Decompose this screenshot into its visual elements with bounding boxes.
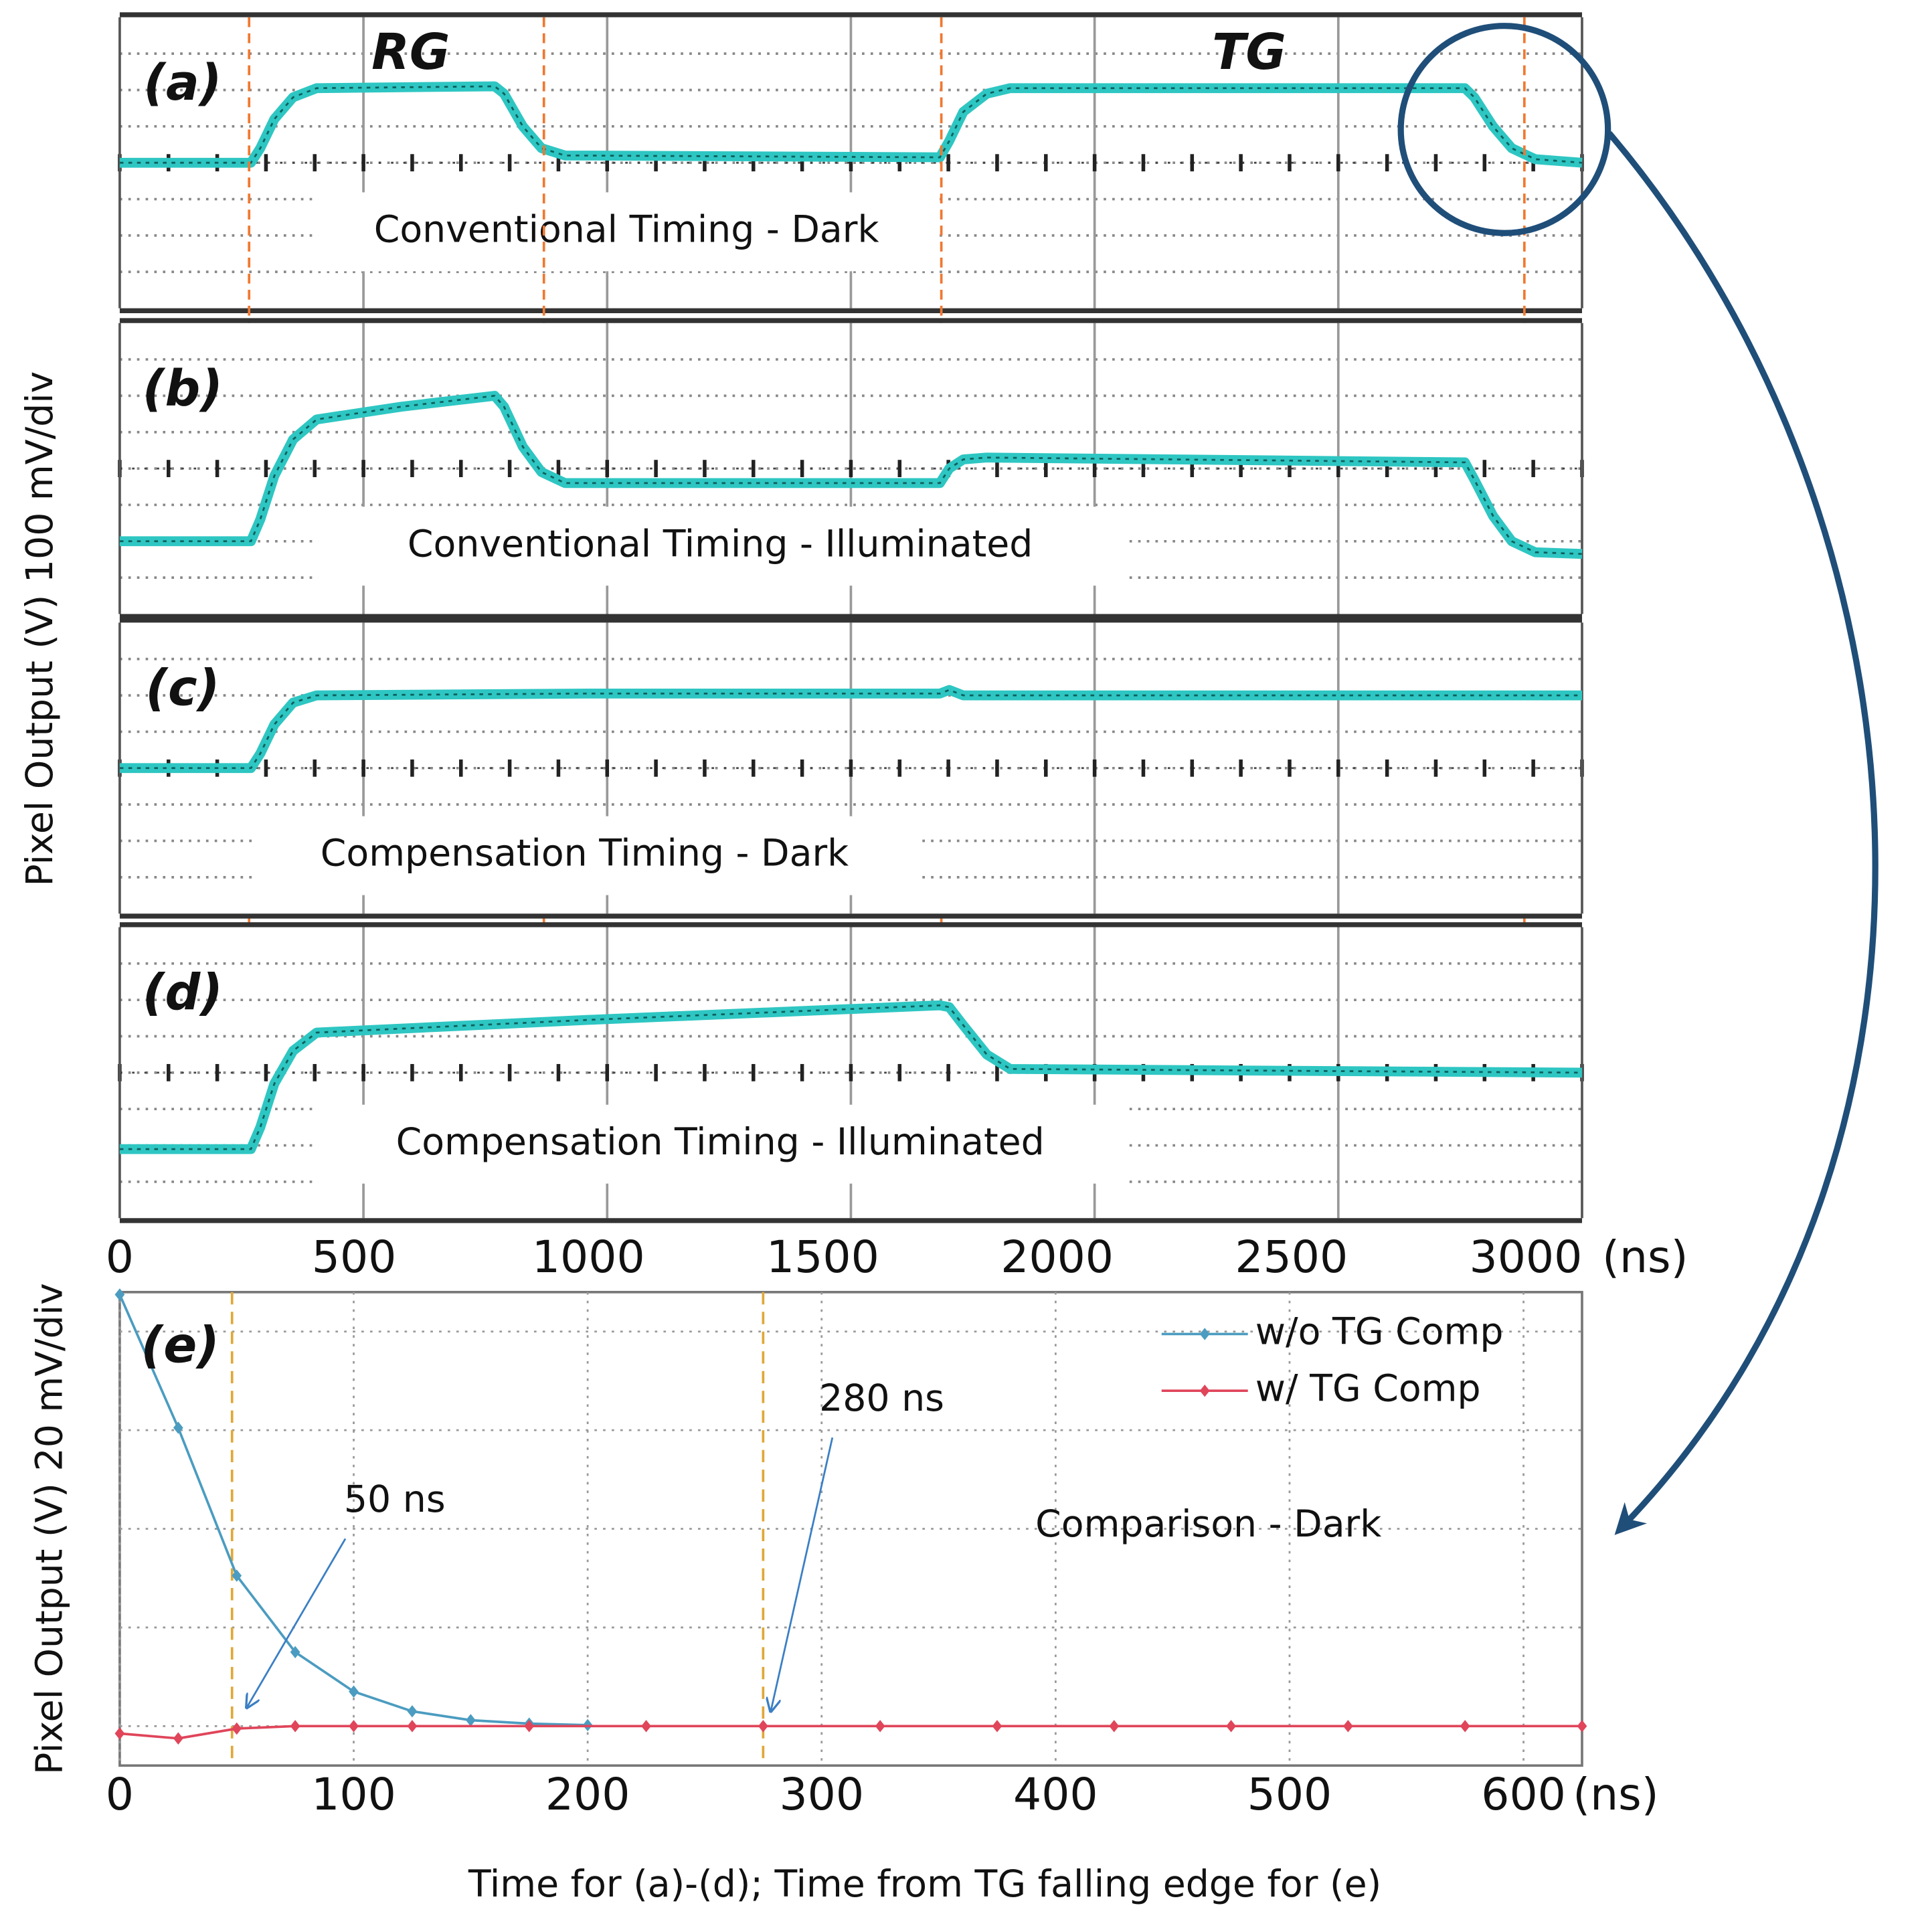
panel-label: (b)	[143, 361, 223, 418]
panel-label: (c)	[145, 661, 220, 717]
x-tick-label: 600	[1481, 1768, 1566, 1820]
x-tick-label: 0	[106, 1231, 134, 1283]
gate-label: RG	[371, 24, 450, 81]
x-unit: (ns)	[1573, 1768, 1658, 1820]
gate-label: TG	[1212, 24, 1286, 81]
scope-trace	[119, 81, 1583, 168]
point	[1577, 1720, 1587, 1733]
point	[232, 1722, 242, 1735]
y-axis-label: Pixel Output (V) 100 mV/div	[19, 371, 62, 887]
panel-label: (d)	[143, 965, 223, 1022]
label-box	[252, 816, 919, 895]
panel-annotation: Conventional Timing - Dark	[374, 208, 879, 251]
panel-label: (e)	[141, 1318, 220, 1375]
callout-label: 50 ns	[344, 1478, 446, 1521]
point	[1226, 1720, 1236, 1733]
point	[173, 1421, 183, 1434]
panel-label: (a)	[143, 55, 222, 112]
label-box	[318, 507, 1125, 586]
x-tick-label: 2000	[1000, 1231, 1114, 1283]
point	[349, 1685, 359, 1698]
callout-label: 280 ns	[819, 1377, 944, 1420]
scope-trace-edge	[119, 394, 1583, 555]
point	[407, 1705, 418, 1718]
x-tick-label: 500	[1247, 1768, 1332, 1820]
x-tick-label: 400	[1013, 1768, 1098, 1820]
zoom-circle	[1397, 23, 1611, 236]
point	[114, 1288, 125, 1301]
plot-layer: Conventional Timing - Dark (a) RG TG Pixel O…	[19, 12, 1688, 1906]
x-tick-label: 1000	[532, 1231, 645, 1283]
point	[1109, 1720, 1120, 1733]
point	[173, 1732, 183, 1745]
point	[992, 1720, 1002, 1733]
point	[465, 1714, 476, 1727]
x-tick-label: 2500	[1235, 1231, 1348, 1283]
x-unit: (ns)	[1602, 1231, 1688, 1283]
zoom-arrow	[1606, 130, 1879, 1535]
x-tick-label: 3000	[1470, 1231, 1583, 1283]
point	[407, 1720, 418, 1733]
panel-annotation: Conventional Timing - Illuminated	[408, 523, 1033, 565]
legend-label: w/o TG Comp	[1255, 1311, 1504, 1354]
point	[1342, 1720, 1353, 1733]
x-tick-label: 1500	[766, 1231, 879, 1283]
point	[290, 1720, 300, 1733]
x-axis-label: Time for (a)-(d); Time from TG falling e…	[468, 1863, 1381, 1906]
panel-annotation: Compensation Timing - Dark	[321, 832, 849, 875]
label-box	[318, 192, 938, 272]
callout-arrow	[771, 1437, 834, 1711]
x-tick-label: 100	[311, 1768, 396, 1820]
point	[758, 1720, 768, 1733]
point	[641, 1720, 651, 1733]
panel-annotation: Comparison - Dark	[1035, 1503, 1381, 1546]
point	[349, 1720, 359, 1733]
x-tick-label: 300	[779, 1768, 864, 1820]
point	[875, 1720, 885, 1733]
point	[524, 1720, 535, 1733]
point	[232, 1569, 242, 1582]
x-tick-label: 500	[312, 1231, 397, 1283]
legend-label: w/ TG Comp	[1255, 1367, 1481, 1410]
y-axis-label: Pixel Output (V) 20 mV/div	[29, 1283, 72, 1775]
label-box	[318, 1104, 1125, 1184]
series-line	[119, 1725, 1582, 1740]
point	[1460, 1720, 1470, 1733]
scope-trace-edge	[119, 1004, 1582, 1150]
x-tick-label: 200	[545, 1768, 630, 1820]
scope-trace-edge	[119, 689, 1582, 770]
callout-arrow	[247, 1538, 347, 1707]
point	[290, 1646, 300, 1658]
point	[114, 1727, 125, 1740]
panel-annotation: Compensation Timing - Illuminated	[396, 1121, 1045, 1164]
x-tick-label: 0	[106, 1768, 134, 1820]
